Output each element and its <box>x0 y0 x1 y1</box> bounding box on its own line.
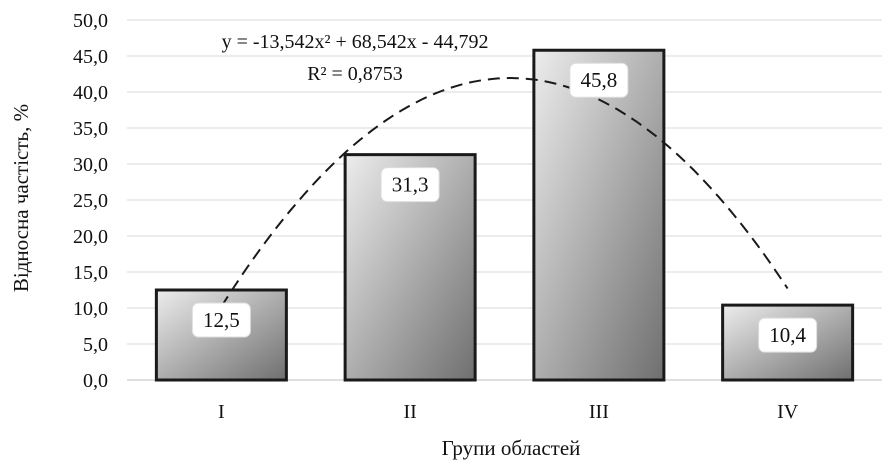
x-tick-label: IV <box>777 401 799 423</box>
data-label: 12,5 <box>203 308 240 332</box>
y-tick-label: 45,0 <box>73 46 108 68</box>
trendline-r-squared: R² = 0,8753 <box>307 63 403 85</box>
bar <box>532 48 666 382</box>
trendline <box>220 76 789 308</box>
x-tick-labels: I II III IV <box>218 401 799 423</box>
x-tick-label: I <box>218 401 225 423</box>
data-label: 10,4 <box>769 323 806 347</box>
trendline-equation: y = -13,542x² + 68,542x - 44,792 <box>222 31 489 53</box>
data-label-box <box>380 167 440 203</box>
trendline-curve <box>220 76 789 308</box>
data-label-box <box>569 62 629 98</box>
y-tick-labels: 0,0 5,0 10,0 15,0 20,0 25,0 30,0 35,0 40,0 45,0 50… <box>73 10 108 392</box>
y-tick-label: 10,0 <box>73 298 108 320</box>
bars <box>154 48 855 382</box>
x-axis-title: Групи областей <box>442 436 581 460</box>
y-tick-label: 30,0 <box>73 154 108 176</box>
data-label-box <box>191 302 251 338</box>
y-tick-label: 0,0 <box>83 370 108 392</box>
y-tick-label: 50,0 <box>73 10 108 32</box>
y-tick-label: 40,0 <box>73 82 108 104</box>
x-tick-label: II <box>403 401 416 423</box>
data-labels: 12,5 31,3 45,8 10,4 <box>191 62 818 353</box>
data-label: 45,8 <box>581 68 618 92</box>
x-tick-label: III <box>589 401 609 423</box>
y-tick-label: 15,0 <box>73 262 108 284</box>
y-tick-label: 25,0 <box>73 190 108 212</box>
data-label-box <box>758 317 818 353</box>
y-tick-label: 5,0 <box>83 334 108 356</box>
y-tick-label: 20,0 <box>73 226 108 248</box>
data-label: 31,3 <box>392 173 429 197</box>
y-tick-label: 35,0 <box>73 118 108 140</box>
y-axis-title: Відносна частість, % <box>9 104 33 292</box>
